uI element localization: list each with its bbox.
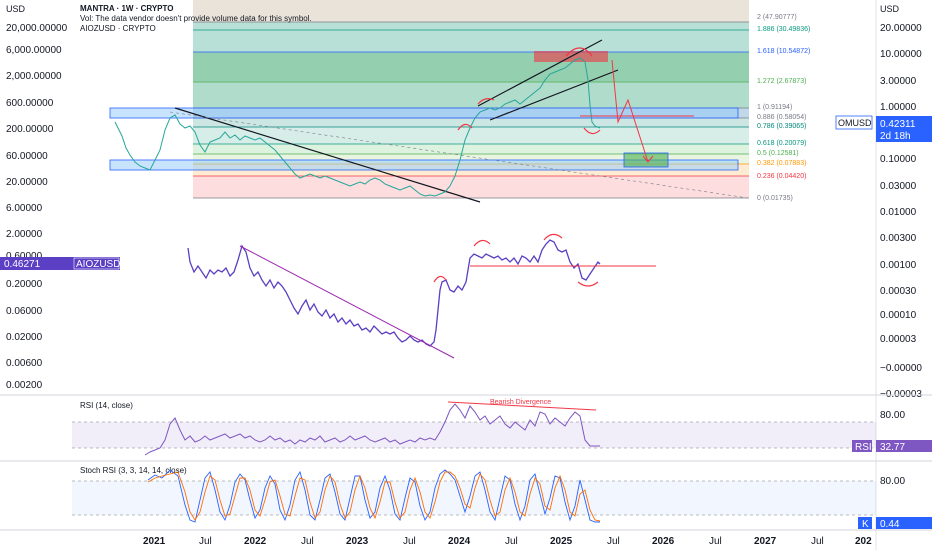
- right-axis-tick: 0.00010: [880, 310, 917, 321]
- time-axis-tick: 2025: [550, 536, 573, 547]
- right-axis-tick: 3.00000: [880, 76, 917, 87]
- stoch-rsi-pane[interactable]: Stoch RSI (3, 3, 14, 14, close) 80.00 K …: [72, 466, 932, 530]
- right-axis-tick: 0.03000: [880, 181, 917, 192]
- left-axis-tick: 0.02000: [6, 332, 43, 343]
- resistance-box[interactable]: [109, 107, 739, 119]
- time-axis-tick: 2023: [346, 536, 369, 547]
- dashed-trendline: [169, 111, 749, 199]
- right-axis-tick: 20.00000: [880, 23, 922, 34]
- rsi-line: [144, 403, 600, 456]
- fib-label: 0.618 (0.20079): [757, 140, 806, 147]
- fib-label: 1.272 (2.67873): [757, 78, 806, 85]
- left-price-axis[interactable]: USD 20,000.00000 6,000.00000 2,000.00000…: [6, 4, 68, 391]
- overlay-symbol[interactable]: AIOZUSD · CRYPTO: [80, 24, 156, 33]
- time-axis-tick: 2022: [244, 536, 267, 547]
- rsi-axis-tick: 80.00: [880, 410, 905, 421]
- symbol-title[interactable]: MANTRA · 1W · CRYPTO: [80, 4, 173, 13]
- aioz-badge-price: 0.46271: [4, 259, 41, 270]
- left-axis-tick: 2.00000: [6, 229, 43, 240]
- time-axis-tick: Jul: [301, 536, 314, 547]
- left-axis-tick: 20.00000: [6, 177, 48, 188]
- right-axis-currency: USD: [880, 4, 900, 14]
- right-axis-tick: 0.00300: [880, 233, 917, 244]
- fib-label: 0.5 (0.12581): [757, 150, 799, 157]
- fib-label: 0.786 (0.39065): [757, 123, 806, 130]
- time-axis-tick: Jul: [403, 536, 416, 547]
- rsi-divergence-line: [447, 401, 597, 411]
- left-axis-tick: 0.00600: [6, 358, 43, 369]
- left-axis-tick: 0.60000: [6, 251, 43, 262]
- right-axis-tick: 0.00003: [880, 334, 917, 345]
- projection-arrowhead: [642, 155, 654, 163]
- time-axis-tick: Jul: [709, 536, 722, 547]
- om-badge-countdown: 2d 18h: [880, 131, 911, 142]
- left-axis-tick: 0.00200: [6, 380, 43, 391]
- left-axis-tick: 20,000.00000: [6, 23, 68, 34]
- fib-label: 1.886 (30.49836): [757, 26, 810, 33]
- fib-label: 0.236 (0.04420): [757, 173, 806, 180]
- left-axis-tick: 200.00000: [6, 124, 54, 135]
- fib-label: 2 (47.90777): [757, 14, 797, 21]
- right-axis-tick: 1.00000: [880, 102, 917, 113]
- right-axis-tick: 0.01000: [880, 207, 917, 218]
- stoch-badge-value: 0.44: [880, 519, 900, 530]
- trendlines[interactable]: [174, 39, 619, 203]
- time-axis-tick: 2026: [652, 536, 675, 547]
- rsi-badge-label: RSI: [855, 442, 872, 453]
- time-axis-tick: 202: [855, 536, 872, 547]
- volume-note: Vol: The data vendor doesn't provide vol…: [80, 14, 312, 23]
- stoch-title[interactable]: Stoch RSI (3, 3, 14, 14, close): [80, 466, 187, 475]
- right-price-axis[interactable]: USD 20.00000 10.00000 3.00000 1.00000 0.…: [875, 0, 922, 550]
- om-badge-symbol: OMUSD: [838, 118, 872, 128]
- time-axis-tick: Jul: [199, 536, 212, 547]
- projection-arrow: [611, 59, 649, 163]
- right-axis-tick: 0.10000: [880, 154, 917, 165]
- fib-label: 0.886 (0.58054): [757, 114, 806, 121]
- time-axis[interactable]: 2021 Jul 2022 Jul 2023 Jul 2024 Jul 2025…: [143, 536, 872, 547]
- rsi-title[interactable]: RSI (14, close): [80, 401, 133, 410]
- left-axis-tick: 600.00000: [6, 98, 54, 109]
- time-axis-tick: 2021: [143, 536, 166, 547]
- fib-labels: 2 (47.90777) 1.886 (30.49836) 1.618 (10.…: [757, 14, 810, 202]
- time-axis-tick: Jul: [505, 536, 518, 547]
- stoch-axis-tick: 80.00: [880, 476, 905, 487]
- aioz-price-line: [187, 239, 601, 347]
- aioz-badge-symbol: AIOZUSD: [76, 259, 120, 270]
- aioz-arcs: [433, 233, 599, 287]
- time-axis-tick: 2027: [754, 536, 777, 547]
- rsi-pane[interactable]: RSI (14, close) 80.00 Bearish Divergence…: [72, 399, 932, 456]
- chart-header: MANTRA · 1W · CRYPTO Vol: The data vendo…: [80, 4, 312, 33]
- om-badge-price: 0.42311: [880, 119, 916, 130]
- left-axis-tick: 6,000.00000: [6, 45, 62, 56]
- right-axis-tick: 0.00030: [880, 286, 917, 297]
- left-axis-tick: 0.20000: [6, 279, 43, 290]
- left-axis-currency: USD: [6, 4, 26, 14]
- rsi-divergence-label: Bearish Divergence: [490, 399, 551, 406]
- fib-label: 0.382 (0.07883): [757, 160, 806, 167]
- stoch-k-line: [147, 469, 600, 523]
- stoch-badge-label: K: [862, 519, 869, 530]
- fib-label: 1.618 (10.54872): [757, 48, 810, 55]
- rsi-badge-value: 32.77: [880, 442, 905, 453]
- aioz-price-badge[interactable]: 0.46271 AIOZUSD: [0, 257, 120, 270]
- stoch-d-line: [147, 471, 601, 522]
- right-axis-tick: −0.00000: [880, 363, 922, 374]
- aioz-trendline[interactable]: [239, 245, 455, 359]
- left-axis-tick: 6.00000: [6, 203, 43, 214]
- om-price-line: [114, 57, 601, 197]
- pattern-arcs: [457, 47, 601, 135]
- fib-label: 0 (0.01735): [757, 195, 793, 202]
- left-axis-tick: 2,000.00000: [6, 71, 62, 82]
- time-axis-tick: Jul: [811, 536, 824, 547]
- left-axis-tick: 0.06000: [6, 306, 43, 317]
- left-axis-tick: 60.00000: [6, 151, 48, 162]
- time-axis-tick: Jul: [607, 536, 620, 547]
- right-axis-tick: 10.00000: [880, 49, 922, 60]
- om-price-badge[interactable]: OMUSD 0.42311 2d 18h: [835, 115, 932, 142]
- fib-label: 1 (0.91194): [757, 104, 792, 111]
- support-box[interactable]: [109, 159, 739, 171]
- right-axis-tick: 0.00100: [880, 260, 917, 271]
- time-axis-tick: 2024: [448, 536, 471, 547]
